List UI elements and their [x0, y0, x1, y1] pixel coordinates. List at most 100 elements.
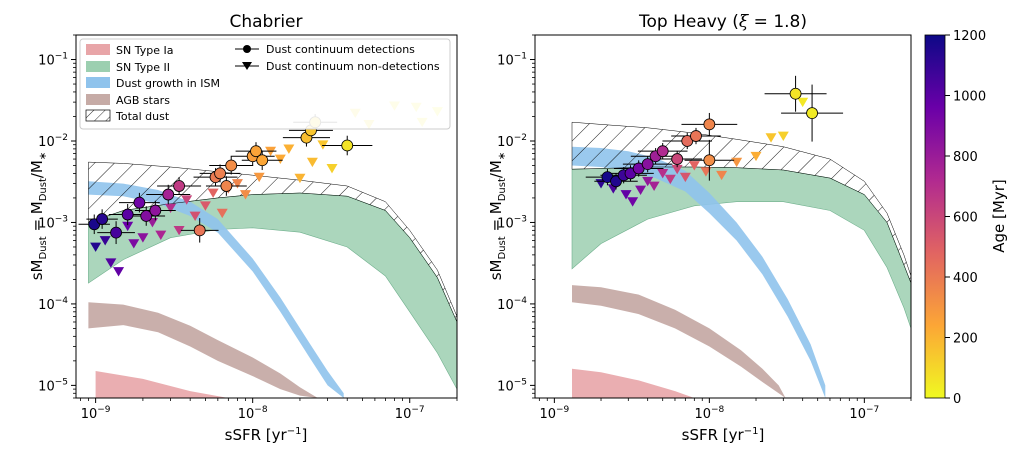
chabrier-y-axis-label: sMDust = MDust/M∗	[28, 152, 49, 281]
top-heavy-agb-band	[572, 285, 786, 398]
chabrier-nondetection-marker	[239, 190, 251, 200]
legend-swatch-sn-ia	[86, 44, 110, 55]
chabrier-nondetection-marker	[326, 164, 338, 174]
top-heavy-x-tick-label: 10−8	[694, 405, 724, 422]
chabrier-nondetection-marker	[306, 157, 318, 168]
top-heavy-detection-marker	[610, 175, 622, 188]
legend-triangle-marker	[242, 62, 252, 70]
chabrier-detection-marker	[214, 167, 226, 180]
top-heavy-y-tick-label: 10−2	[497, 133, 527, 150]
top-heavy-detection-marker	[703, 154, 716, 167]
chabrier-detection-marker	[225, 159, 238, 172]
top-heavy-ism-growth-band	[572, 146, 826, 398]
top-heavy-nondetection-marker	[797, 97, 809, 108]
chabrier-y-tick-label: 10−2	[38, 133, 68, 150]
legend-swatch-total-dust	[85, 109, 111, 122]
chabrier-nondetection-marker	[128, 239, 140, 249]
chabrier-nondetection-marker	[122, 221, 134, 232]
top-heavy-nondetection-marker	[750, 151, 762, 162]
top-heavy-title: Top Heavy (ξ = 1.8)	[638, 12, 807, 32]
top-heavy-detection-marker	[690, 130, 702, 142]
legend-label-agb: AGB stars	[116, 94, 170, 107]
chabrier-detection-marker	[250, 145, 262, 158]
chabrier-detection-marker	[133, 196, 146, 209]
legend-box	[79, 38, 451, 130]
top-heavy-detection-marker	[656, 145, 669, 158]
top-heavy-nondetection-marker	[642, 176, 654, 187]
chabrier-nondetection-marker	[90, 242, 102, 252]
chabrier-axes-frame	[75, 34, 458, 399]
chabrier-ism-growth-band	[88, 181, 344, 398]
top-heavy-nondetection-marker	[648, 181, 660, 191]
chabrier-detection-marker	[256, 154, 269, 167]
top-heavy-nondetection-marker	[716, 170, 728, 181]
chabrier-x-axis-label: sSFR [yr−1]	[225, 426, 308, 444]
top-heavy-y-tick-label: 10−4	[497, 296, 527, 313]
top-heavy-nondetection-marker	[657, 169, 669, 179]
chabrier-ticks: 10−9 10−8 10−7 10−5 10−4 10−3 10−2 10−1	[38, 34, 458, 422]
chabrier-plot-area	[78, 101, 457, 398]
colorbar-tick-label: 600	[953, 211, 978, 226]
chabrier-nondetection-marker	[155, 230, 167, 241]
legend-label-sn-ia: SN Type Ia	[116, 44, 173, 57]
chabrier-detection-marker	[162, 188, 175, 201]
chabrier-nondetection-marker	[189, 211, 201, 221]
top-heavy-nondetection-marker	[664, 174, 676, 185]
top-heavy-y-tick-label: 10−5	[497, 377, 527, 394]
chabrier-x-tick-label: 10−9	[81, 405, 111, 422]
legend-label-detections: Dust continuum detections	[266, 43, 415, 56]
top-heavy-panel: Top Heavy (ξ = 1.8) 10−9 10−8 10−7 10−5 10−4…	[487, 12, 912, 444]
chabrier-detection-marker	[110, 226, 122, 239]
chabrier-nondetection-marker	[231, 179, 243, 189]
colorbar-strip	[924, 34, 946, 399]
chabrier-x-tick-label: 10−7	[395, 405, 425, 422]
colorbar-tick-label: 200	[953, 332, 978, 347]
top-heavy-sn-ia-band	[572, 368, 695, 398]
legend-circle-marker	[243, 45, 251, 53]
top-heavy-ticks: 10−9 10−8 10−7 10−5 10−4 10−3 10−2 10−1	[497, 34, 912, 422]
top-heavy-plot-area	[571, 75, 911, 398]
top-heavy-y-axis-label: sMDust = MDust/M∗	[487, 152, 508, 281]
top-heavy-detection-marker	[703, 118, 716, 131]
top-heavy-detection-marker	[641, 158, 654, 171]
chabrier-y-tick-label: 10−1	[38, 52, 68, 69]
chabrier-detection-marker	[341, 139, 354, 152]
top-heavy-nondetection-marker	[700, 167, 712, 177]
top-heavy-nondetection-marker	[635, 185, 647, 195]
top-heavy-nondetection-marker	[671, 164, 683, 175]
legend-swatch-agb	[86, 94, 110, 105]
top-heavy-detection-marker	[681, 135, 694, 147]
top-heavy-y-tick-label: 10−3	[497, 214, 527, 231]
legend-label-total-dust: Total dust	[115, 110, 170, 123]
chabrier-nondetection-marker	[253, 172, 265, 183]
top-heavy-nondetection-marker	[620, 190, 632, 200]
top-heavy-detection-marker	[806, 107, 818, 119]
chabrier-detection-marker	[173, 180, 185, 192]
top-heavy-nondetection-marker	[627, 197, 639, 207]
chabrier-sn-ia-band	[95, 371, 229, 398]
colorbar-label: Age [Myr]	[990, 179, 1008, 252]
chabrier-title: Chabrier	[229, 12, 302, 32]
top-heavy-x-tick-label: 10−9	[539, 405, 569, 422]
chabrier-x-tick-label: 10−8	[238, 405, 268, 422]
chabrier-nondetection-marker	[113, 267, 125, 277]
chabrier-nondetection-marker	[283, 144, 295, 154]
legend-label-sn-ii: SN Type II	[116, 61, 170, 74]
chabrier-detection-marker	[140, 210, 153, 222]
legend-swatch-ism-growth	[86, 77, 110, 88]
top-heavy-nondetection-marker	[777, 131, 789, 141]
chabrier-y-tick-label: 10−5	[38, 377, 68, 394]
chabrier-y-tick-label: 10−4	[38, 296, 68, 313]
legend-label-ism-growth: Dust growth in ISM	[116, 77, 220, 90]
colorbar-tick-label: 800	[953, 150, 978, 165]
colorbar-tick-label: 1000	[953, 90, 986, 105]
chabrier-nondetection-marker	[274, 154, 286, 165]
chabrier-detection-marker	[149, 204, 162, 217]
colorbar-tick-label: 1200	[953, 29, 986, 44]
chabrier-nondetection-marker	[317, 140, 329, 150]
top-heavy-axes-frame	[534, 34, 912, 399]
chabrier-nondetection-marker	[137, 233, 149, 243]
chabrier-agb-band	[88, 302, 318, 398]
chabrier-nondetection-marker	[294, 173, 306, 184]
